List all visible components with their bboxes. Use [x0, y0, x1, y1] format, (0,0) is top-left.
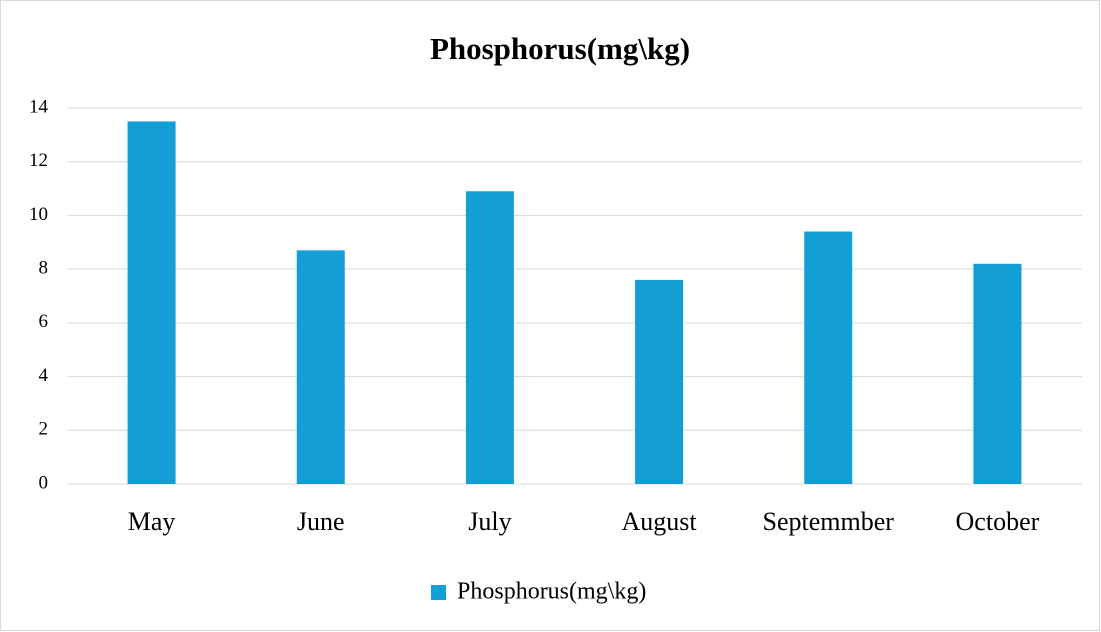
x-tick-label: July	[468, 507, 511, 536]
y-tick-label: 2	[39, 419, 49, 440]
chart-title: Phosphorus(mg\kg)	[430, 31, 690, 66]
x-tick-label: Septemmber	[763, 507, 895, 536]
x-tick-label: October	[956, 507, 1040, 536]
legend-swatch	[431, 585, 446, 600]
y-tick-label: 8	[39, 258, 49, 279]
bar	[465, 191, 514, 484]
bar	[635, 279, 684, 484]
x-tick-label: August	[622, 507, 698, 536]
y-tick-label: 10	[29, 204, 48, 225]
bar	[296, 250, 345, 484]
y-tick-label: 6	[39, 311, 49, 332]
y-tick-label: 14	[29, 96, 49, 117]
bar	[804, 231, 853, 484]
bar	[973, 263, 1022, 484]
x-tick-label: June	[297, 507, 345, 536]
legend-label: Phosphorus(mg\kg)	[457, 579, 646, 605]
y-tick-label: 12	[29, 150, 48, 171]
y-tick-label: 0	[39, 472, 49, 493]
y-tick-label: 4	[39, 365, 49, 386]
bar	[127, 121, 176, 484]
x-tick-label: May	[128, 507, 176, 536]
